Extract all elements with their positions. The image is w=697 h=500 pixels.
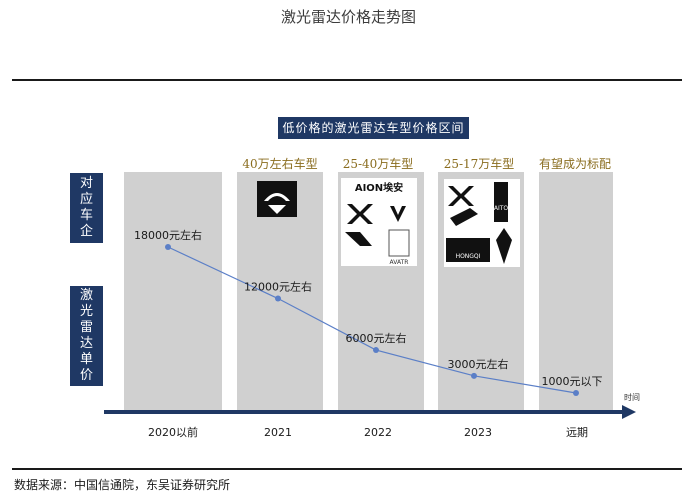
- row-label-companies-text: 对应车企: [79, 176, 93, 239]
- wing-logo: [390, 206, 406, 222]
- x-tick-label-2: 2022: [364, 426, 392, 439]
- x-tick-label-3: 2023: [464, 426, 492, 439]
- xpeng-logo: [347, 204, 373, 224]
- price-data-label-2: 6000元左右: [346, 331, 407, 345]
- panel-future: [539, 172, 613, 410]
- price-data-label-4: 1000元以下: [542, 375, 603, 388]
- column-header-2022: 25-40万车型: [342, 157, 414, 171]
- li-auto-logo: [345, 232, 372, 246]
- x-axis-arrowhead: [622, 405, 636, 419]
- price-point-3: [471, 372, 477, 379]
- price-range-header: 低价格的激光雷达车型价格区间: [278, 117, 469, 139]
- column-header-2023: 25-17万车型: [443, 157, 515, 171]
- row-label-unit-price: 激光雷达单价: [70, 286, 103, 386]
- page-title: 激光雷达价格走势图: [280, 8, 416, 26]
- hongqi-aito-logos: AITO HONGQI: [444, 179, 520, 267]
- row-label-companies: 对应车企: [70, 173, 103, 243]
- aito-logo-text: AITO: [494, 205, 509, 212]
- price-data-label-3: 3000元左右: [448, 357, 509, 371]
- price-data-label-0: 18000元左右: [134, 228, 202, 242]
- aion-avatr-logos: AION埃安 AVATR: [341, 178, 417, 266]
- chart-marks: 18000元左右 2020以前 12000元左右 2021 6000元左右 2022 300…: [134, 228, 603, 439]
- column-header-future: 有望成为标配: [538, 157, 611, 171]
- price-point-4: [573, 390, 579, 396]
- aion-logo-text: AION埃安: [355, 181, 403, 194]
- price-data-label-1: 12000元左右: [244, 280, 312, 294]
- column-header-2021: 40万左右车型: [242, 157, 318, 171]
- panel-2020: [124, 172, 222, 410]
- hongqi-logo-text: HONGQI: [456, 253, 481, 260]
- avatr-logo-text: AVATR: [390, 259, 409, 266]
- x-tick-label-1: 2021: [264, 426, 292, 439]
- price-point-0: [165, 244, 171, 250]
- x-tick-label-0: 2020以前: [148, 425, 198, 439]
- price-point-2: [373, 347, 379, 354]
- row-label-unit-price-text: 激光雷达单价: [79, 288, 93, 383]
- nio-logo: [257, 181, 297, 217]
- data-source: 数据来源：中国信通院，东吴证券研究所: [14, 478, 231, 492]
- x-axis-label: 时间: [624, 392, 640, 402]
- top-rule: [12, 79, 682, 81]
- bottom-rule: [12, 468, 682, 470]
- price-point-1: [275, 295, 281, 302]
- x-tick-label-4: 远期: [566, 426, 588, 439]
